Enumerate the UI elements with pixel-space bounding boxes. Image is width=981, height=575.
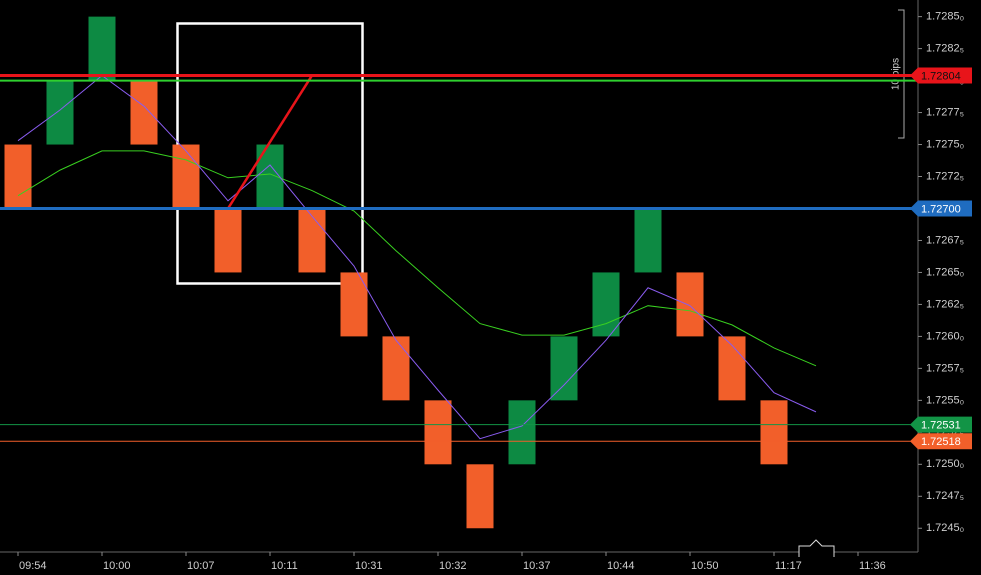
brick xyxy=(382,336,410,401)
x-tick-label: 11:36 xyxy=(859,560,886,572)
brick xyxy=(130,80,158,145)
x-tick-label: 11:17 xyxy=(775,560,802,572)
price-tag-label: 1.72531 xyxy=(921,420,961,432)
trend-line xyxy=(226,74,314,210)
brick xyxy=(550,336,578,401)
x-tick-label: 09:54 xyxy=(19,560,47,572)
x-tick-label: 10:00 xyxy=(103,560,131,572)
x-tick-label: 10:31 xyxy=(355,560,383,572)
brick xyxy=(760,400,788,465)
x-tick-label: 10:44 xyxy=(607,560,635,572)
y-tick-label: 1.7260₀ xyxy=(926,330,964,342)
x-tick-label: 10:37 xyxy=(523,560,551,572)
price-tag xyxy=(910,433,972,450)
scroll-button[interactable] xyxy=(798,539,835,557)
y-tick-label: 1.7245₀ xyxy=(926,522,964,534)
y-tick-label: 1.7275₀ xyxy=(926,138,964,150)
brick xyxy=(466,464,494,529)
price-tag-label: 1.72518 xyxy=(921,436,961,448)
y-tick-label: 1.7255₀ xyxy=(926,394,964,406)
ma-line xyxy=(17,150,817,367)
price-tag-label: 1.72804 xyxy=(921,70,961,82)
y-tick-label: 1.7272₅ xyxy=(926,170,964,182)
x-tick-label: 10:07 xyxy=(187,560,215,572)
y-tick-label: 1.7277₅ xyxy=(926,106,964,118)
ma-line xyxy=(17,74,817,440)
price-tag xyxy=(910,416,972,433)
brick xyxy=(46,80,74,145)
y-tick-label: 1.7282₅ xyxy=(926,43,964,55)
brick xyxy=(592,272,620,337)
brick xyxy=(424,400,452,465)
x-tick-label: 10:50 xyxy=(691,560,719,572)
brick xyxy=(676,272,704,337)
brick xyxy=(214,208,242,273)
y-tick-label: 1.7267₅ xyxy=(926,234,964,246)
brick xyxy=(88,16,116,81)
x-tick-label: 10:11 xyxy=(271,560,298,572)
brick xyxy=(340,272,368,337)
y-tick-label: 1.7265₀ xyxy=(926,266,964,278)
brick xyxy=(298,208,326,273)
brick xyxy=(718,336,746,401)
y-tick-label: 1.7247₅ xyxy=(926,490,964,502)
brick xyxy=(634,208,662,273)
brick xyxy=(172,144,200,209)
brick xyxy=(4,144,32,209)
price-tag-label: 1.72700 xyxy=(921,203,961,215)
price-tag xyxy=(910,67,972,84)
y-tick-label: 1.7250₀ xyxy=(926,458,964,470)
brick xyxy=(508,400,536,465)
y-tick-label: 1.7257₅ xyxy=(926,362,964,374)
price-tag xyxy=(910,200,972,217)
x-tick-label: 10:32 xyxy=(439,560,467,572)
y-tick-label: 1.7262₅ xyxy=(926,298,964,310)
y-tick-label: 1.7285₀ xyxy=(926,11,964,23)
